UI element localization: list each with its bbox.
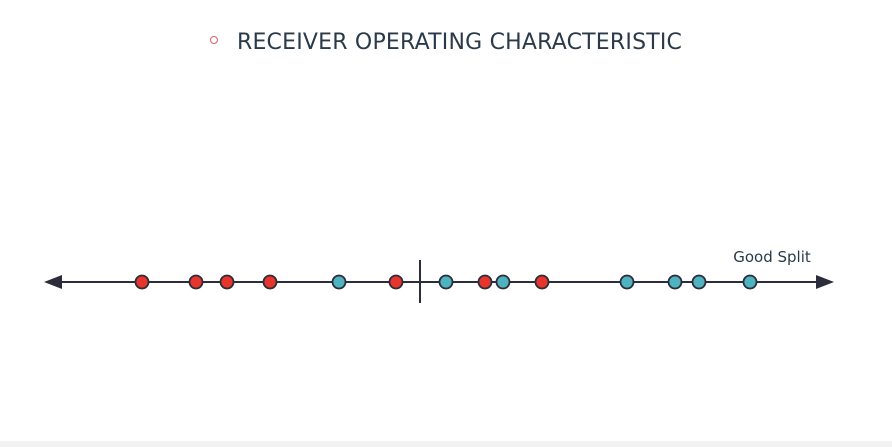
right-arrow-icon xyxy=(816,275,834,289)
bottom-strip xyxy=(0,441,892,447)
point-positive-14 xyxy=(742,274,758,290)
points-layer xyxy=(134,274,758,290)
title-row: RECEIVER OPERATING CHARACTERISTIC xyxy=(0,30,892,55)
point-positive-12 xyxy=(667,274,683,290)
point-negative-8 xyxy=(477,274,493,290)
point-negative-6 xyxy=(388,274,404,290)
point-positive-7 xyxy=(438,274,454,290)
point-positive-13 xyxy=(691,274,707,290)
point-negative-4 xyxy=(262,274,278,290)
point-negative-10 xyxy=(534,274,550,290)
split-label: Good Split xyxy=(733,248,811,266)
point-positive-11 xyxy=(619,274,635,290)
point-positive-9 xyxy=(495,274,511,290)
point-negative-2 xyxy=(188,274,204,290)
point-positive-5 xyxy=(331,274,347,290)
page-title: RECEIVER OPERATING CHARACTERISTIC xyxy=(236,30,683,55)
bullet-circle-icon xyxy=(209,35,218,44)
point-negative-1 xyxy=(134,274,150,290)
left-arrow-icon xyxy=(44,275,62,289)
point-negative-3 xyxy=(219,274,235,290)
